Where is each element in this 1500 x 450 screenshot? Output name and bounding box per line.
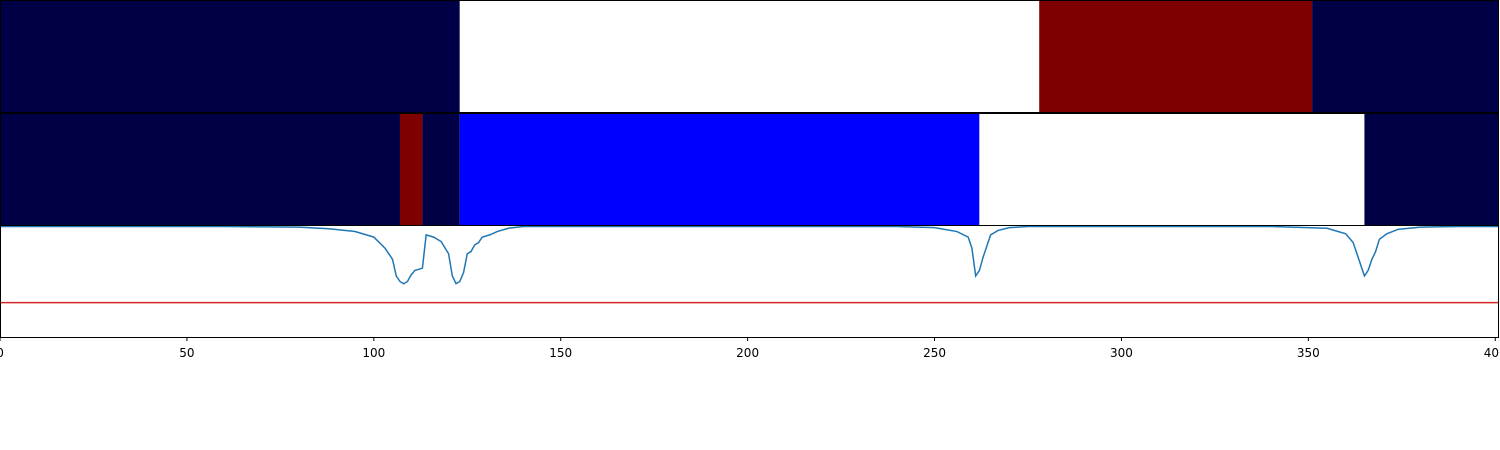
segment-1-0 <box>0 1 460 112</box>
segment-1-3 <box>1312 1 1499 112</box>
x-tick-label-250: 250 <box>923 346 946 360</box>
segmentation-row-2 <box>0 114 1499 225</box>
segment-2-2 <box>422 114 460 225</box>
segment-1-2 <box>1039 1 1313 112</box>
x-tick-label-0: 0 <box>0 346 4 360</box>
x-axis: 0 50 100 150 200 250 300 350 400 <box>0 337 1500 360</box>
segmentation-row-1 <box>0 1 1499 112</box>
x-tick-label-100: 100 <box>362 346 385 360</box>
x-tick-label-400: 400 <box>1484 346 1500 360</box>
x-tick-label-200: 200 <box>736 346 759 360</box>
segment-2-0 <box>0 114 400 225</box>
signal-line-0 <box>0 225 1499 285</box>
x-tick-label-150: 150 <box>549 346 572 360</box>
segment-2-3 <box>459 114 980 225</box>
segment-1-1 <box>459 1 1040 112</box>
signal-panel-frame <box>0 225 1499 338</box>
x-tick-label-300: 300 <box>1110 346 1133 360</box>
x-tick-label-350: 350 <box>1297 346 1320 360</box>
segment-2-5 <box>1364 114 1499 225</box>
segment-2-1 <box>399 114 423 225</box>
signal-panel <box>0 225 1499 304</box>
row-1-frame <box>0 0 1499 113</box>
segment-2-4 <box>979 114 1365 225</box>
x-tick-label-50: 50 <box>179 346 194 360</box>
